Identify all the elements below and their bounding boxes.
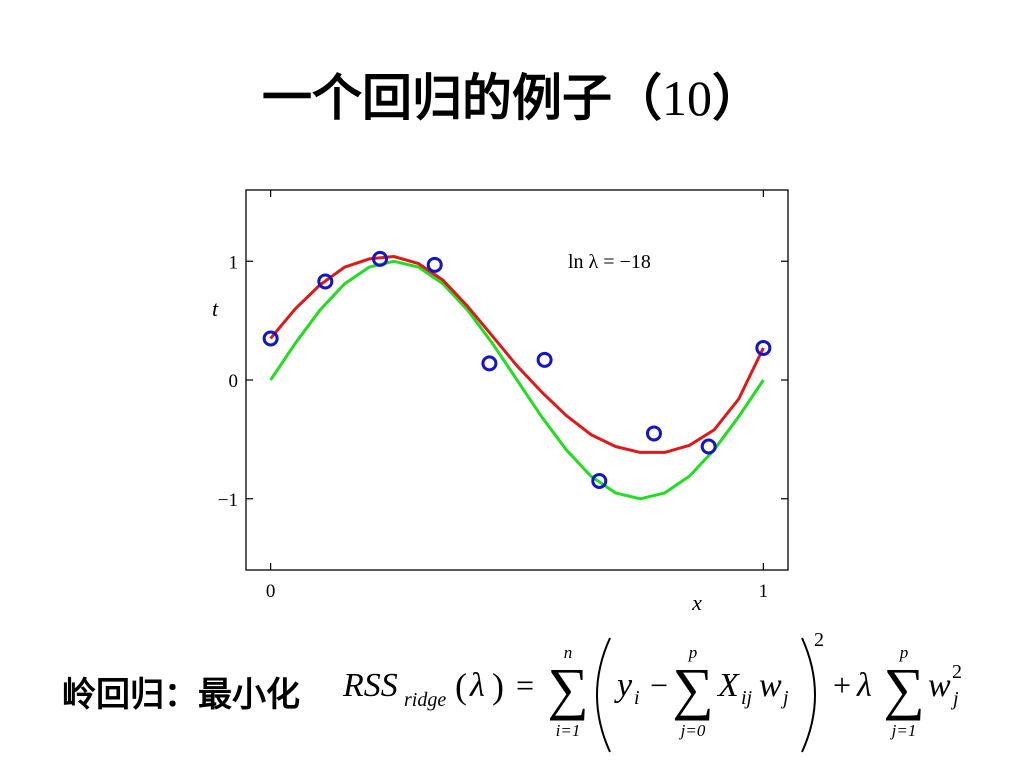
- sum1-symbol: ∑: [547, 656, 588, 721]
- x-axis-label: x: [691, 590, 702, 615]
- formula-X: X: [716, 667, 740, 704]
- formula-rss-sub: ridge: [404, 689, 446, 711]
- sum2-top: p: [688, 643, 698, 662]
- fitted-curve: [269, 255, 765, 454]
- formula-y: y: [614, 667, 633, 704]
- formula-w-sub: j: [780, 687, 789, 709]
- true-function-curve: [269, 259, 765, 501]
- sum1-bottom: i=1: [556, 721, 581, 740]
- sum2-bottom: j=0: [679, 721, 706, 740]
- slide-title-number: 10: [662, 70, 712, 126]
- big-paren-right: [801, 637, 816, 753]
- x-tick-label: 0: [266, 581, 276, 602]
- formula-minus: −: [650, 667, 668, 703]
- data-point: [591, 472, 608, 489]
- y-tick-label: 1: [229, 252, 239, 273]
- data-point: [426, 256, 443, 273]
- data-point: [645, 425, 662, 442]
- formula-y-sub: i: [634, 687, 640, 709]
- data-point: [372, 250, 389, 267]
- data-point: [755, 339, 772, 356]
- sum1-top: n: [564, 643, 573, 662]
- formula-label: 岭回归：最小化: [62, 675, 300, 715]
- formula-lambda-2: λ: [856, 667, 872, 704]
- big-paren-left: [596, 637, 611, 753]
- x-tick-label: 1: [759, 581, 769, 602]
- formula-close-paren: ): [492, 666, 504, 706]
- formula-w2: w: [928, 667, 951, 704]
- slide-title-close: ）: [712, 69, 762, 127]
- y-tick-label: −1: [218, 490, 238, 511]
- y-tick-label: 0: [229, 371, 239, 392]
- formula-plus: +: [833, 667, 851, 703]
- data-point: [536, 351, 553, 368]
- formula-rss: RSS: [342, 667, 398, 704]
- data-point: [481, 355, 498, 372]
- sum3-bottom: j=1: [890, 721, 917, 740]
- slide-title-text: 一个回归的例子（: [262, 69, 662, 127]
- y-axis-label: t: [212, 296, 219, 321]
- formula-w: w: [759, 667, 782, 704]
- formula-power: 2: [814, 630, 824, 651]
- formula-w2-sup: 2: [952, 661, 962, 683]
- formula-open-paren: (: [455, 666, 467, 706]
- ridge-regression-formula: 岭回归：最小化 RSS ridge ( λ ) = n ∑ i=1 y i − …: [62, 630, 1022, 760]
- formula-w2-sub: j: [950, 688, 959, 710]
- sum3-symbol: ∑: [883, 656, 924, 721]
- chart-annotation: ln λ = −18: [568, 251, 651, 273]
- data-point: [262, 330, 279, 347]
- data-point: [317, 273, 334, 290]
- formula-equals: =: [516, 667, 534, 703]
- formula-lambda: λ: [469, 667, 485, 704]
- sum3-top: p: [899, 643, 909, 662]
- sum2-symbol: ∑: [672, 656, 713, 721]
- formula-X-sub: ij: [741, 687, 753, 709]
- slide-title: 一个回归的例子（10）: [0, 58, 1024, 130]
- data-point: [700, 438, 717, 455]
